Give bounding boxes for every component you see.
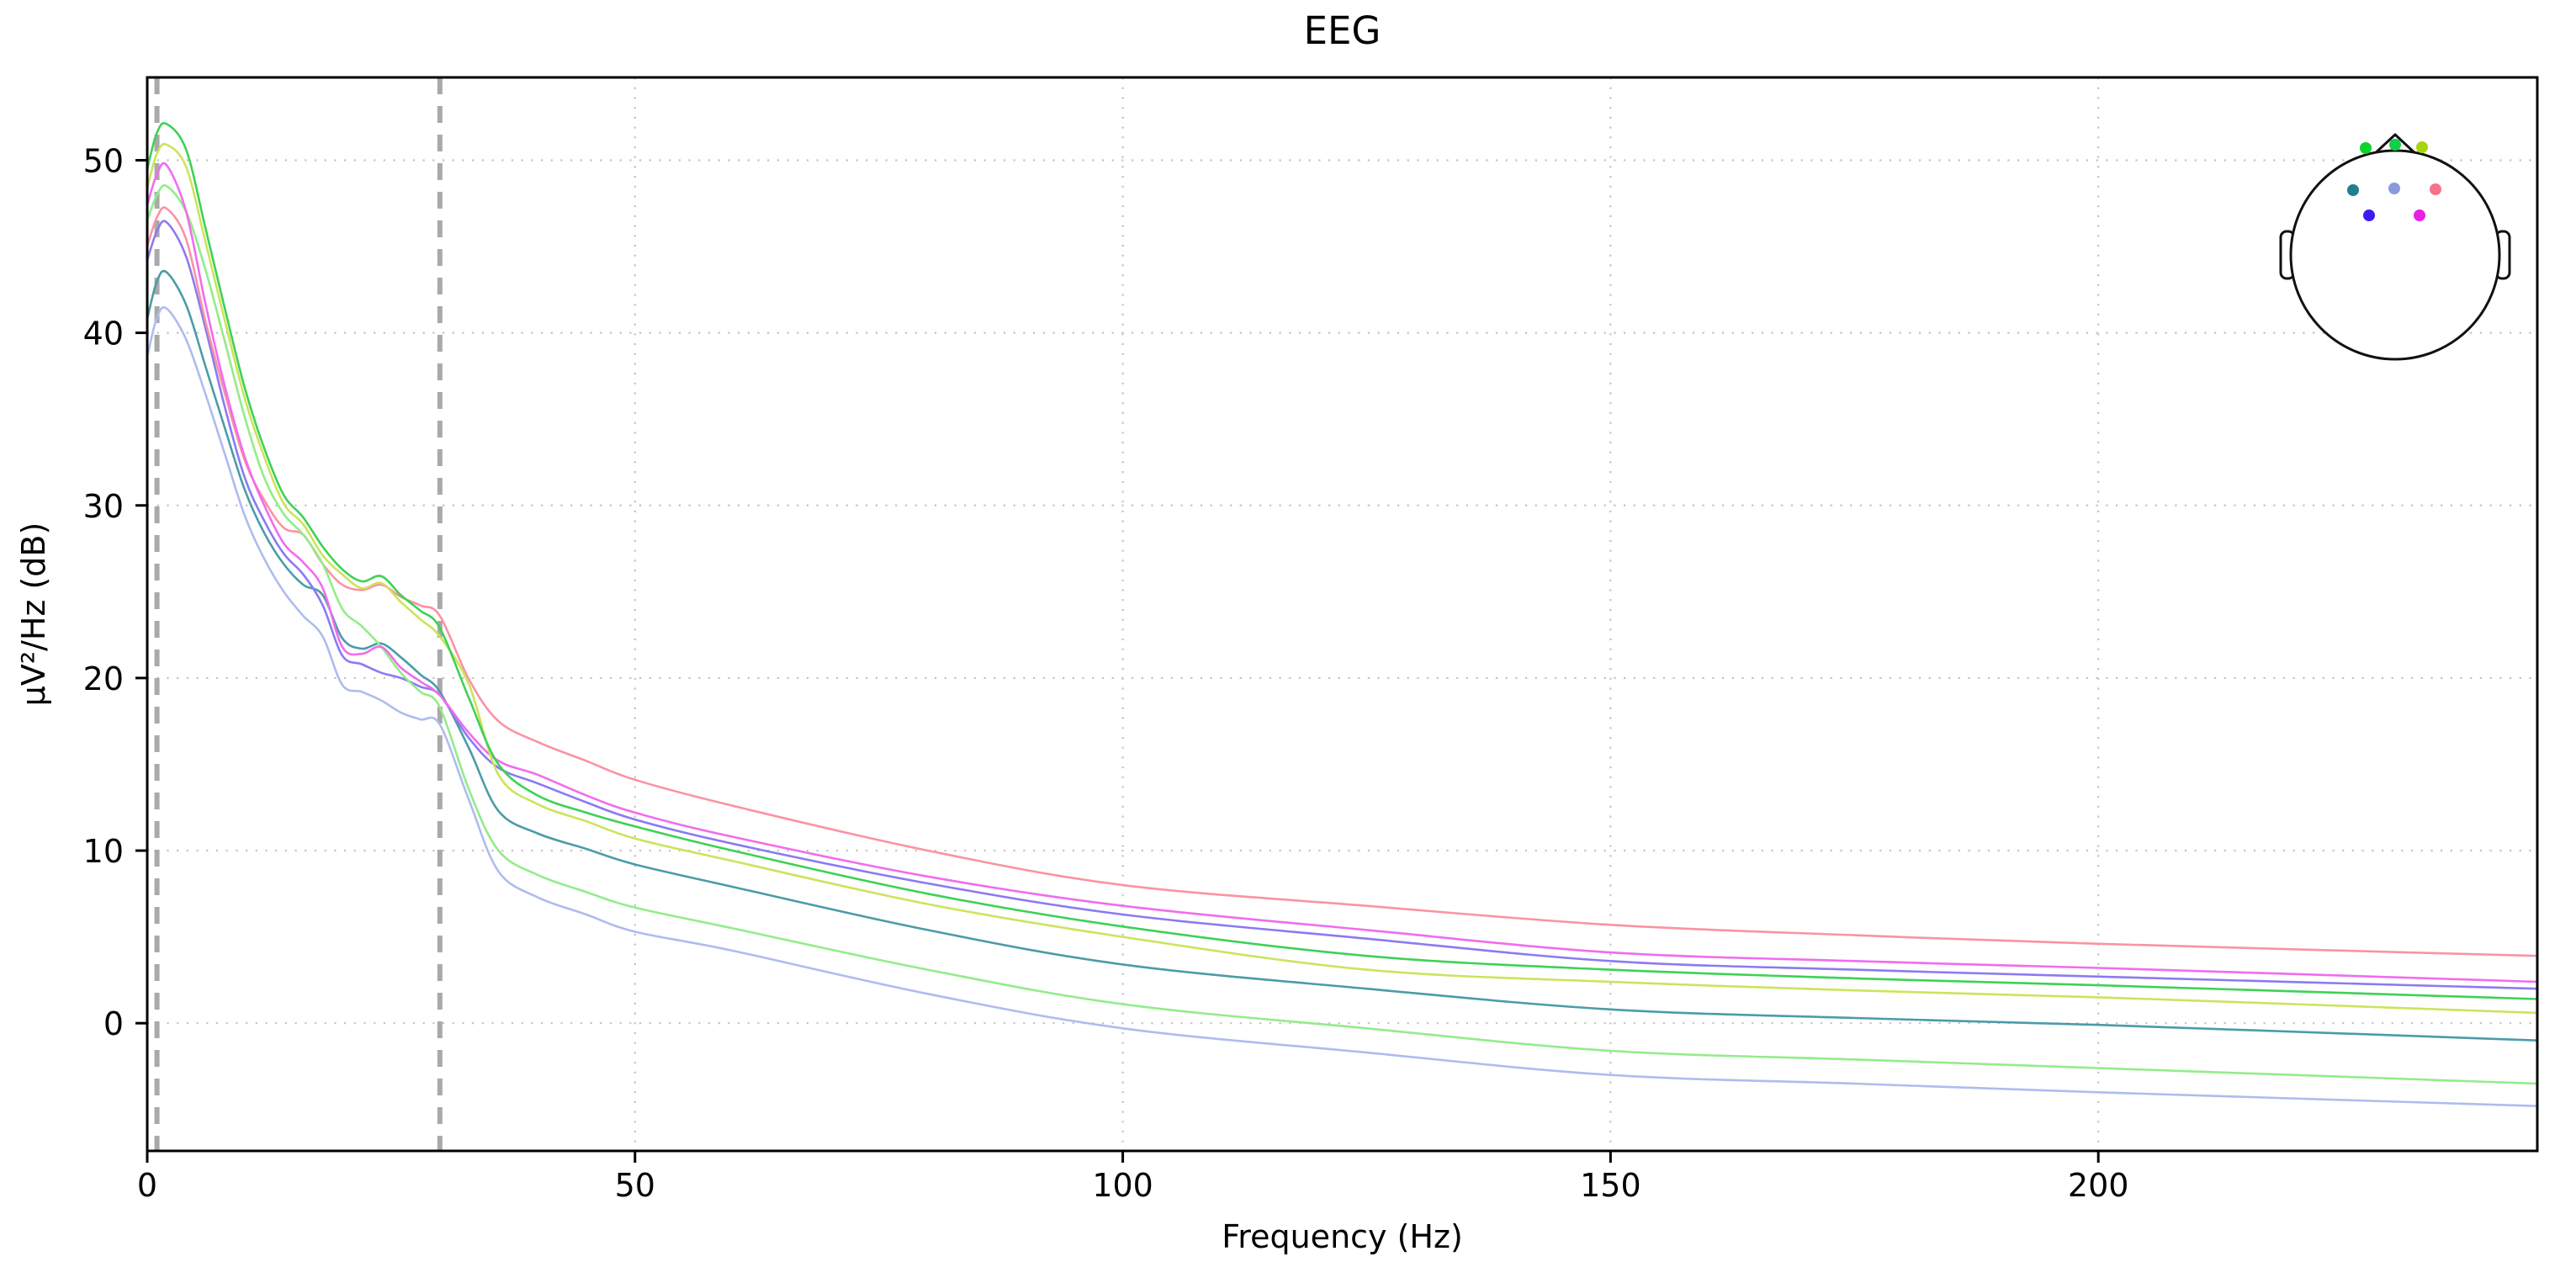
sensor-dot-4 xyxy=(2347,184,2359,196)
y-tick-label: 20 xyxy=(83,660,124,697)
psd-curve-channel-6 xyxy=(147,220,2537,990)
sensor-dot-7 xyxy=(2363,209,2375,221)
x-axis-label: Frequency (Hz) xyxy=(1222,1218,1463,1255)
psd-curve-channel-1 xyxy=(147,122,2537,1000)
x-tick-label: 200 xyxy=(2068,1167,2129,1204)
psd-curve-channel-8 xyxy=(147,305,2537,1107)
x-tick-label: 50 xyxy=(615,1167,655,1204)
grid xyxy=(147,77,2537,1151)
sensor-dot-2 xyxy=(2389,139,2401,151)
y-tick-label: 30 xyxy=(83,488,124,525)
y-tick-label: 0 xyxy=(103,1005,124,1042)
axis-ticks xyxy=(135,158,2100,1163)
axes-spines xyxy=(146,76,2539,1153)
sensor-dot-1 xyxy=(2360,142,2372,154)
psd-curve-channel-5 xyxy=(147,206,2537,957)
sensor-dot-3 xyxy=(2416,141,2428,153)
x-tick-label: 150 xyxy=(1580,1167,1641,1204)
psd-curve-channel-7 xyxy=(147,269,2537,1042)
y-tick-label: 40 xyxy=(83,315,124,353)
sensor-dot-6 xyxy=(2430,183,2441,195)
y-axis-label: µV²/Hz (dB) xyxy=(15,522,52,707)
tick-labels: 0 50 100 150 200 0 10 20 30 40 50 xyxy=(83,142,2129,1204)
psd-curves xyxy=(147,122,2537,1107)
psd-curve-channel-4 xyxy=(147,184,2537,1085)
x-tick-label: 0 xyxy=(137,1167,157,1204)
sensor-dot-8 xyxy=(2414,209,2425,221)
chart-title: EEG xyxy=(1303,8,1381,53)
psd-curve-channel-3 xyxy=(147,162,2537,983)
head-outline-icon xyxy=(2289,149,2501,361)
filter-boundary-lines xyxy=(154,77,443,1151)
sensor-head-inset xyxy=(2279,133,2511,361)
y-tick-label: 50 xyxy=(83,142,124,179)
sensor-dot-5 xyxy=(2388,183,2400,194)
y-tick-label: 10 xyxy=(83,833,124,870)
psd-curve-channel-2 xyxy=(147,142,2537,1015)
x-tick-label: 100 xyxy=(1092,1167,1153,1204)
